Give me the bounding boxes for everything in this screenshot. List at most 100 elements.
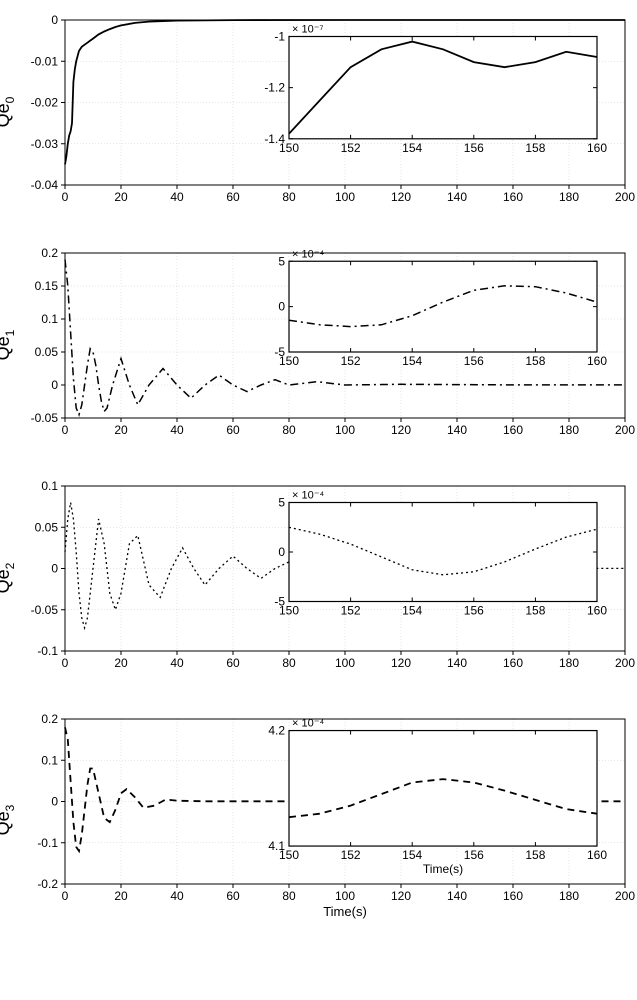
inset-xtick: 158 — [525, 604, 545, 618]
panel-qe1: Qe1 020406080100120140160180200-0.0500.0… — [10, 243, 627, 446]
x-axis-label: Time(s) — [323, 904, 367, 919]
xtick-label: 60 — [226, 190, 240, 204]
xtick-label: 40 — [170, 190, 184, 204]
xtick-label: 100 — [335, 656, 355, 670]
xtick-label: 120 — [391, 190, 411, 204]
inset-frame — [289, 37, 597, 139]
inset-xtick: 160 — [587, 604, 607, 618]
inset-xtick: 154 — [402, 604, 422, 618]
xtick-label: 100 — [335, 889, 355, 903]
xtick-label: 60 — [226, 656, 240, 670]
inset-xtick: 156 — [464, 141, 484, 155]
xtick-label: 160 — [503, 190, 523, 204]
chart-qe1: 020406080100120140160180200-0.0500.050.1… — [10, 243, 637, 446]
ytick-label: 0 — [51, 13, 58, 27]
xtick-label: 200 — [615, 423, 635, 437]
y-axis-label: Qe0 — [0, 96, 17, 127]
inset-ytick: 0 — [278, 300, 285, 314]
y-axis-label: Qe1 — [0, 329, 17, 360]
ytick-label: -0.04 — [31, 178, 59, 192]
inset-xtick: 152 — [341, 141, 361, 155]
ytick-label: 0.05 — [35, 345, 59, 359]
inset-exponent: × 10⁻⁴ — [292, 490, 325, 502]
ytick-label: -0.2 — [37, 877, 58, 891]
xtick-label: 160 — [503, 656, 523, 670]
ytick-label: 0 — [51, 795, 58, 809]
y-axis-label: Qe2 — [0, 562, 17, 593]
inset-xtick: 156 — [464, 354, 484, 368]
xtick-label: 180 — [559, 423, 579, 437]
inset-xtick: 152 — [341, 848, 361, 862]
xtick-label: 60 — [226, 423, 240, 437]
ytick-label: -0.1 — [37, 836, 58, 850]
xtick-label: 200 — [615, 190, 635, 204]
ytick-label: 0.1 — [41, 479, 58, 493]
panel-qe2: Qe2 020406080100120140160180200-0.1-0.05… — [10, 476, 627, 679]
ytick-label: -0.05 — [31, 411, 59, 425]
ytick-label: 0.2 — [41, 712, 58, 726]
xtick-label: 0 — [62, 889, 69, 903]
xtick-label: 100 — [335, 423, 355, 437]
ytick-label: -0.03 — [31, 137, 59, 151]
xtick-label: 0 — [62, 656, 69, 670]
inset-ytick: -1.4 — [264, 132, 285, 146]
inset-xtick: 158 — [525, 141, 545, 155]
inset-exponent: × 10⁻⁷ — [292, 24, 324, 36]
inset-exponent: × 10⁻⁴ — [292, 248, 325, 260]
panel-qe0: Qe0 020406080100120140160180200-0.04-0.0… — [10, 10, 627, 213]
xtick-label: 120 — [391, 656, 411, 670]
xtick-label: 40 — [170, 423, 184, 437]
xtick-label: 80 — [282, 656, 296, 670]
inset-ytick: -5 — [274, 345, 285, 359]
xtick-label: 160 — [503, 423, 523, 437]
inset-ytick: -1 — [274, 30, 285, 44]
xtick-label: 160 — [503, 889, 523, 903]
xtick-label: 20 — [114, 423, 128, 437]
ytick-label: 0.2 — [41, 246, 58, 260]
inset-ytick: 5 — [278, 496, 285, 510]
xtick-label: 80 — [282, 889, 296, 903]
xtick-label: 0 — [62, 423, 69, 437]
inset-ytick: 4.1 — [268, 839, 285, 853]
ytick-label: 0.05 — [35, 520, 59, 534]
ytick-label: -0.01 — [31, 54, 59, 68]
xtick-label: 20 — [114, 190, 128, 204]
ytick-label: 0.1 — [41, 312, 58, 326]
xtick-label: 120 — [391, 889, 411, 903]
inset-xtick: 154 — [402, 141, 422, 155]
inset-ytick: 5 — [278, 254, 285, 268]
inset-xtick: 156 — [464, 604, 484, 618]
inset-xtick: 152 — [341, 354, 361, 368]
inset-xlabel: Time(s) — [423, 862, 463, 876]
inset-ytick: -1.2 — [264, 81, 285, 95]
inset-xtick: 160 — [587, 848, 607, 862]
y-axis-label: Qe3 — [0, 804, 17, 835]
inset-xtick: 152 — [341, 604, 361, 618]
xtick-label: 20 — [114, 656, 128, 670]
inset-exponent: × 10⁻⁴ — [292, 718, 325, 730]
ytick-label: -0.02 — [31, 96, 59, 110]
xtick-label: 180 — [559, 656, 579, 670]
xtick-label: 140 — [447, 656, 467, 670]
ytick-label: 0 — [51, 562, 58, 576]
ytick-label: 0.1 — [41, 753, 58, 767]
xtick-label: 80 — [282, 190, 296, 204]
ytick-label: -0.05 — [31, 603, 59, 617]
xtick-label: 140 — [447, 423, 467, 437]
xtick-label: 200 — [615, 889, 635, 903]
xtick-label: 200 — [615, 656, 635, 670]
chart-qe3: 020406080100120140160180200-0.2-0.100.10… — [10, 709, 637, 930]
ytick-label: -0.1 — [37, 644, 58, 658]
xtick-label: 100 — [335, 190, 355, 204]
inset-ytick: -5 — [274, 595, 285, 609]
xtick-label: 20 — [114, 889, 128, 903]
xtick-label: 180 — [559, 889, 579, 903]
ytick-label: 0 — [51, 378, 58, 392]
inset-xtick: 160 — [587, 141, 607, 155]
xtick-label: 40 — [170, 889, 184, 903]
xtick-label: 180 — [559, 190, 579, 204]
inset-xtick: 158 — [525, 354, 545, 368]
inset-frame — [289, 731, 597, 847]
inset-frame — [289, 503, 597, 602]
inset-xtick: 154 — [402, 354, 422, 368]
